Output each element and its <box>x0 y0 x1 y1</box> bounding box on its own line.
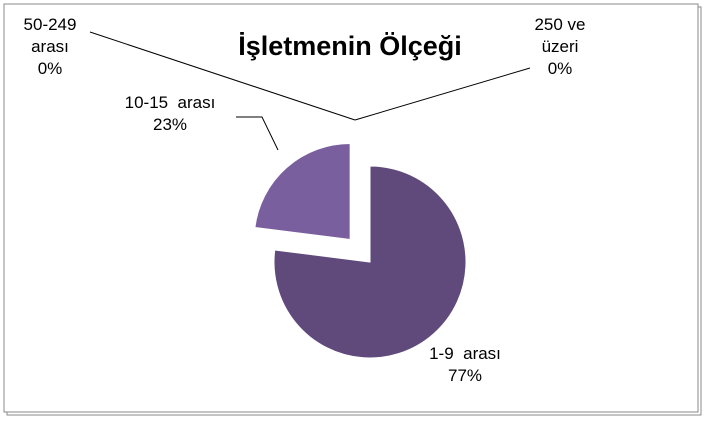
leader-line <box>89 31 356 121</box>
chart-title: İşletmenin Ölçeği <box>238 31 462 61</box>
category-label: 250 ve üzeri <box>534 15 591 56</box>
value-label: 77% <box>447 366 483 385</box>
pie-slice <box>254 142 351 241</box>
category-label: 1-9 arası <box>429 344 501 363</box>
slice-label: 250 ve üzeri 0% <box>520 14 600 80</box>
category-label: 10-15 arası <box>124 93 216 112</box>
slice-label: 50-249 arası 0% <box>10 14 90 80</box>
value-label: 23% <box>152 115 188 134</box>
slice-label: 10-15 arası 23% <box>100 92 240 136</box>
leader-line <box>354 67 531 121</box>
pie-slice <box>273 165 467 359</box>
leader-line <box>236 116 279 151</box>
slice-label: 1-9 arası 77% <box>410 343 520 387</box>
category-label: 50-249 arası <box>23 15 82 56</box>
value-label: 0% <box>547 59 573 78</box>
value-label: 0% <box>37 59 63 78</box>
